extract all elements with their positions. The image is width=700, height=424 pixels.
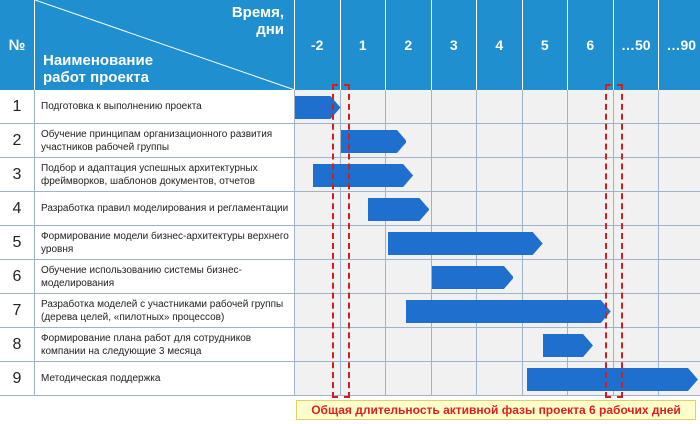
grid-cell — [659, 260, 700, 294]
grid-cell — [522, 90, 568, 124]
task-name: Обучение принципам организационного разв… — [35, 124, 295, 158]
grid-cell — [431, 192, 477, 226]
phase-marker — [331, 84, 350, 398]
task-number: 9 — [0, 362, 35, 396]
task-number: 3 — [0, 158, 35, 192]
task-name: Подбор и адаптация успешных архитектурны… — [35, 158, 295, 192]
grid-cell — [522, 124, 568, 158]
grid-cell — [659, 226, 700, 260]
task-name: Подготовка к выполнению проекта — [35, 90, 295, 124]
grid-cell — [386, 362, 432, 396]
grid-cell — [522, 192, 568, 226]
day-header: 6 — [568, 0, 614, 90]
header-task-title: Наименование работ проекта — [43, 52, 153, 86]
day-header: 1 — [340, 0, 386, 90]
task-bar-shape — [388, 231, 543, 255]
task-name: Разработка моделей с участниками рабочей… — [35, 294, 295, 328]
grid-cell — [477, 192, 523, 226]
day-header: -2 — [295, 0, 341, 90]
grid-cell — [659, 158, 700, 192]
task-bar-shape — [431, 265, 514, 289]
grid-cell — [477, 158, 523, 192]
grid-cell — [431, 362, 477, 396]
task-number: 8 — [0, 328, 35, 362]
task-bar — [313, 163, 414, 187]
task-bar — [431, 265, 514, 289]
task-bar-shape — [406, 299, 612, 323]
header-time: Время, дни — [232, 4, 284, 38]
grid-cell — [477, 328, 523, 362]
grid-cell — [659, 90, 700, 124]
task-bar-shape — [367, 197, 430, 221]
header-task-name: Время, дни Наименование работ проекта — [35, 0, 295, 90]
grid-cell — [386, 90, 432, 124]
grid-cell — [659, 328, 700, 362]
grid-cell — [477, 90, 523, 124]
task-bar-shape — [542, 333, 594, 357]
task-bar-shape — [313, 163, 414, 187]
task-bar — [340, 129, 407, 153]
grid-cell — [522, 260, 568, 294]
header-number: № — [0, 0, 35, 90]
task-bar — [406, 299, 612, 323]
day-header: …90 — [659, 0, 700, 90]
task-bar — [367, 197, 430, 221]
phase-marker — [604, 84, 623, 398]
task-number: 4 — [0, 192, 35, 226]
header-number-label: № — [8, 36, 26, 54]
task-number: 7 — [0, 294, 35, 328]
grid-cell — [522, 158, 568, 192]
grid-cell — [386, 260, 432, 294]
task-name: Разработка правил моделирования и реглам… — [35, 192, 295, 226]
task-bar — [542, 333, 594, 357]
task-number: 6 — [0, 260, 35, 294]
task-number: 2 — [0, 124, 35, 158]
gantt-chart: № Время, дни Наименование работ проекта … — [0, 0, 700, 398]
day-header: …50 — [613, 0, 659, 90]
grid-cell — [659, 294, 700, 328]
task-name: Обучение использованию системы бизнес-мо… — [35, 260, 295, 294]
header-name-line1: Наименование — [43, 52, 154, 69]
task-name: Формирование модели бизнес-архитектуры в… — [35, 226, 295, 260]
grid-cell — [431, 158, 477, 192]
header-diagonal — [35, 0, 295, 90]
task-number: 1 — [0, 90, 35, 124]
task-bar-shape — [295, 95, 341, 119]
day-header: 5 — [522, 0, 568, 90]
task-bar — [388, 231, 543, 255]
header-time-unit: дни — [256, 21, 284, 38]
grid-cell — [659, 192, 700, 226]
grid-cell — [477, 362, 523, 396]
day-header: 2 — [386, 0, 432, 90]
grid-cell — [659, 124, 700, 158]
grid-cell — [477, 124, 523, 158]
task-bar — [527, 367, 698, 391]
grid-cell — [386, 328, 432, 362]
header-name-line2: работ проекта — [43, 69, 149, 86]
task-name: Методическая поддержка — [35, 362, 295, 396]
task-number: 5 — [0, 226, 35, 260]
grid-cell — [431, 90, 477, 124]
duration-footnote: Общая длительность активной фазы проекта… — [296, 400, 696, 420]
grid-cell — [431, 124, 477, 158]
day-header: 4 — [477, 0, 523, 90]
task-name: Формирование плана работ для сотрудников… — [35, 328, 295, 362]
grid-cell — [431, 328, 477, 362]
header-time-label: Время, — [231, 4, 284, 21]
day-header: 3 — [431, 0, 477, 90]
task-bar-shape — [340, 129, 407, 153]
task-bar — [295, 95, 341, 119]
task-bar-shape — [527, 367, 698, 391]
